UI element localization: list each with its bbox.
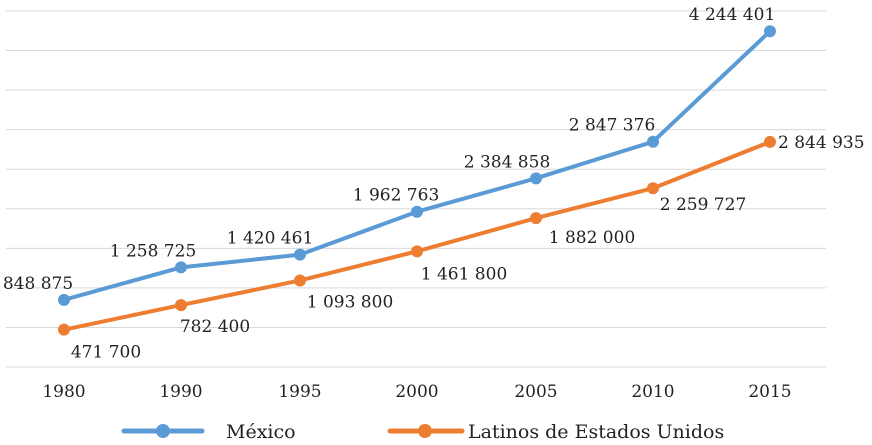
- data-label: 782 400: [180, 317, 250, 337]
- data-point: [294, 274, 306, 287]
- series-lines: [62, 29, 772, 332]
- legend-label: México: [226, 421, 296, 443]
- data-point: [58, 293, 70, 306]
- data-label: 1 461 800: [421, 264, 508, 284]
- data-label: 2 847 376: [569, 116, 656, 136]
- data-label: 2 259 727: [660, 195, 747, 215]
- series-points: [58, 25, 776, 336]
- data-point: [530, 172, 542, 185]
- data-label: 471 700: [71, 343, 141, 363]
- data-point: [175, 261, 187, 274]
- data-point: [764, 25, 776, 38]
- series-line-1: [62, 139, 772, 332]
- data-label: 4 244 401: [689, 5, 776, 25]
- x-axis-ticks: 1980 1990 1995 2000 2005 2010 2015: [42, 382, 791, 402]
- data-label: 1 258 725: [110, 241, 197, 261]
- x-tick-label: 1995: [278, 382, 321, 402]
- data-point: [411, 245, 423, 258]
- data-point: [530, 212, 542, 225]
- x-tick-label: 2015: [748, 382, 791, 402]
- legend-item-mexico: México: [121, 421, 296, 443]
- legend-swatch-marker: [418, 424, 432, 438]
- data-label: 848 875: [3, 274, 73, 294]
- x-tick-label: 1980: [42, 382, 85, 402]
- data-label: 2 384 858: [464, 152, 551, 172]
- data-label: 1 882 000: [549, 228, 636, 248]
- data-label: 1 420 461: [227, 229, 314, 249]
- legend: México Latinos de Estados Unidos: [121, 421, 724, 443]
- x-tick-label: 1990: [159, 382, 202, 402]
- legend-item-latinos: Latinos de Estados Unidos: [387, 421, 724, 443]
- legend-swatch-marker: [156, 424, 170, 438]
- x-tick-label: 2000: [395, 382, 438, 402]
- data-point: [175, 299, 187, 312]
- data-label: 1 962 763: [353, 186, 440, 206]
- data-point: [647, 135, 659, 148]
- x-tick-label: 2005: [514, 382, 557, 402]
- data-point: [647, 182, 659, 195]
- data-point: [294, 248, 306, 261]
- data-point: [411, 205, 423, 218]
- data-label: 1 093 800: [307, 292, 394, 312]
- legend-label: Latinos de Estados Unidos: [468, 421, 724, 443]
- data-point: [764, 135, 776, 148]
- data-label: 2 844 935: [778, 133, 865, 153]
- data-labels: 848 875 1 258 725 1 420 461 1 962 763 2 384 …: [3, 5, 865, 362]
- data-point: [58, 323, 70, 336]
- x-tick-label: 2010: [631, 382, 674, 402]
